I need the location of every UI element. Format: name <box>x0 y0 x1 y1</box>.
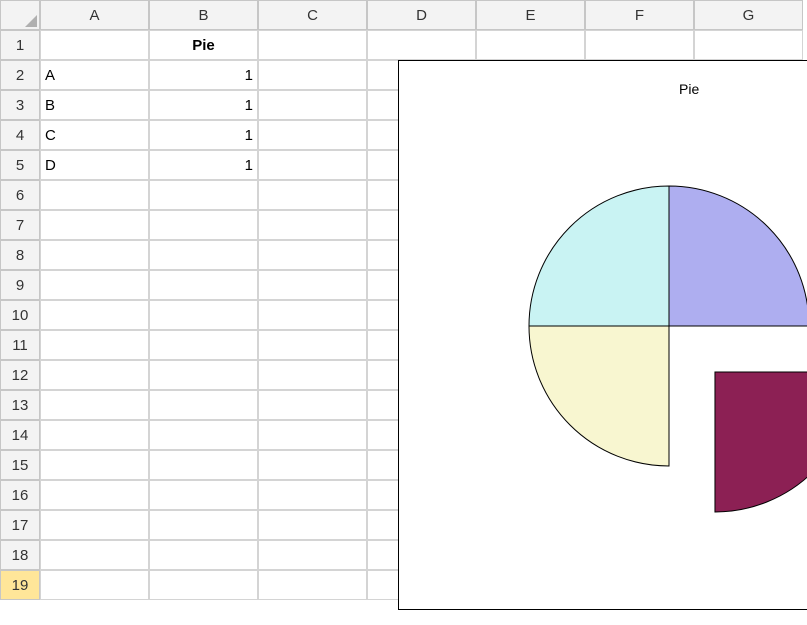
cell-C19[interactable] <box>258 570 367 600</box>
cell-C12[interactable] <box>258 360 367 390</box>
cell-B19[interactable] <box>149 570 258 600</box>
select-all-corner[interactable] <box>0 0 40 30</box>
cell-C17[interactable] <box>258 510 367 540</box>
row-header-10[interactable]: 10 <box>0 300 40 330</box>
row-header-4[interactable]: 4 <box>0 120 40 150</box>
cell-A12[interactable] <box>40 360 149 390</box>
row-header-19[interactable]: 19 <box>0 570 40 600</box>
pie-slice-B[interactable] <box>715 372 807 512</box>
cell-A16[interactable] <box>40 480 149 510</box>
cell-C5[interactable] <box>258 150 367 180</box>
cell-C10[interactable] <box>258 300 367 330</box>
pie-chart-container[interactable]: Pie <box>398 60 807 610</box>
cell-A6[interactable] <box>40 180 149 210</box>
column-header-A[interactable]: A <box>40 0 149 30</box>
row-header-5[interactable]: 5 <box>0 150 40 180</box>
cell-A1[interactable] <box>40 30 149 60</box>
cell-B5[interactable]: 1 <box>149 150 258 180</box>
column-header-B[interactable]: B <box>149 0 258 30</box>
row-header-12[interactable]: 12 <box>0 360 40 390</box>
cell-C14[interactable] <box>258 420 367 450</box>
row-header-16[interactable]: 16 <box>0 480 40 510</box>
row-header-2[interactable]: 2 <box>0 60 40 90</box>
cell-C18[interactable] <box>258 540 367 570</box>
pie-slice-D[interactable] <box>529 186 669 326</box>
cell-B10[interactable] <box>149 300 258 330</box>
pie-slice-A[interactable] <box>669 186 807 326</box>
row-header-11[interactable]: 11 <box>0 330 40 360</box>
cell-A4[interactable]: C <box>40 120 149 150</box>
cell-C15[interactable] <box>258 450 367 480</box>
cell-C13[interactable] <box>258 390 367 420</box>
row-header-17[interactable]: 17 <box>0 510 40 540</box>
row-header-15[interactable]: 15 <box>0 450 40 480</box>
cell-A13[interactable] <box>40 390 149 420</box>
cell-D1[interactable] <box>367 30 476 60</box>
row-header-9[interactable]: 9 <box>0 270 40 300</box>
cell-A5[interactable]: D <box>40 150 149 180</box>
cell-F1[interactable] <box>585 30 694 60</box>
cell-B8[interactable] <box>149 240 258 270</box>
cell-B12[interactable] <box>149 360 258 390</box>
column-header-E[interactable]: E <box>476 0 585 30</box>
cell-A7[interactable] <box>40 210 149 240</box>
row-header-8[interactable]: 8 <box>0 240 40 270</box>
cell-C7[interactable] <box>258 210 367 240</box>
cell-B4[interactable]: 1 <box>149 120 258 150</box>
cell-B13[interactable] <box>149 390 258 420</box>
row-header-18[interactable]: 18 <box>0 540 40 570</box>
pie-chart-svg <box>399 61 807 611</box>
cell-C8[interactable] <box>258 240 367 270</box>
chart-title: Pie <box>679 81 699 97</box>
cell-B14[interactable] <box>149 420 258 450</box>
cell-B7[interactable] <box>149 210 258 240</box>
cell-B15[interactable] <box>149 450 258 480</box>
row-header-14[interactable]: 14 <box>0 420 40 450</box>
cell-A19[interactable] <box>40 570 149 600</box>
cell-A18[interactable] <box>40 540 149 570</box>
row-header-7[interactable]: 7 <box>0 210 40 240</box>
cell-C16[interactable] <box>258 480 367 510</box>
column-header-C[interactable]: C <box>258 0 367 30</box>
cell-A11[interactable] <box>40 330 149 360</box>
column-header-G[interactable]: G <box>694 0 803 30</box>
cell-B6[interactable] <box>149 180 258 210</box>
cell-B18[interactable] <box>149 540 258 570</box>
cell-A14[interactable] <box>40 420 149 450</box>
cell-B11[interactable] <box>149 330 258 360</box>
column-header-D[interactable]: D <box>367 0 476 30</box>
cell-B2[interactable]: 1 <box>149 60 258 90</box>
cell-A3[interactable]: B <box>40 90 149 120</box>
cell-C11[interactable] <box>258 330 367 360</box>
cell-B16[interactable] <box>149 480 258 510</box>
cell-G1[interactable] <box>694 30 803 60</box>
cell-A15[interactable] <box>40 450 149 480</box>
cell-B17[interactable] <box>149 510 258 540</box>
cell-A9[interactable] <box>40 270 149 300</box>
pie-slice-C[interactable] <box>529 326 669 466</box>
cell-C2[interactable] <box>258 60 367 90</box>
cell-B9[interactable] <box>149 270 258 300</box>
column-header-F[interactable]: F <box>585 0 694 30</box>
cell-A17[interactable] <box>40 510 149 540</box>
cell-E1[interactable] <box>476 30 585 60</box>
cell-A8[interactable] <box>40 240 149 270</box>
row-header-6[interactable]: 6 <box>0 180 40 210</box>
row-header-13[interactable]: 13 <box>0 390 40 420</box>
cell-A2[interactable]: A <box>40 60 149 90</box>
cell-C9[interactable] <box>258 270 367 300</box>
cell-C4[interactable] <box>258 120 367 150</box>
row-header-3[interactable]: 3 <box>0 90 40 120</box>
cell-C1[interactable] <box>258 30 367 60</box>
cell-A10[interactable] <box>40 300 149 330</box>
cell-B3[interactable]: 1 <box>149 90 258 120</box>
cell-B1[interactable]: Pie <box>149 30 258 60</box>
cell-C6[interactable] <box>258 180 367 210</box>
cell-C3[interactable] <box>258 90 367 120</box>
row-header-1[interactable]: 1 <box>0 30 40 60</box>
